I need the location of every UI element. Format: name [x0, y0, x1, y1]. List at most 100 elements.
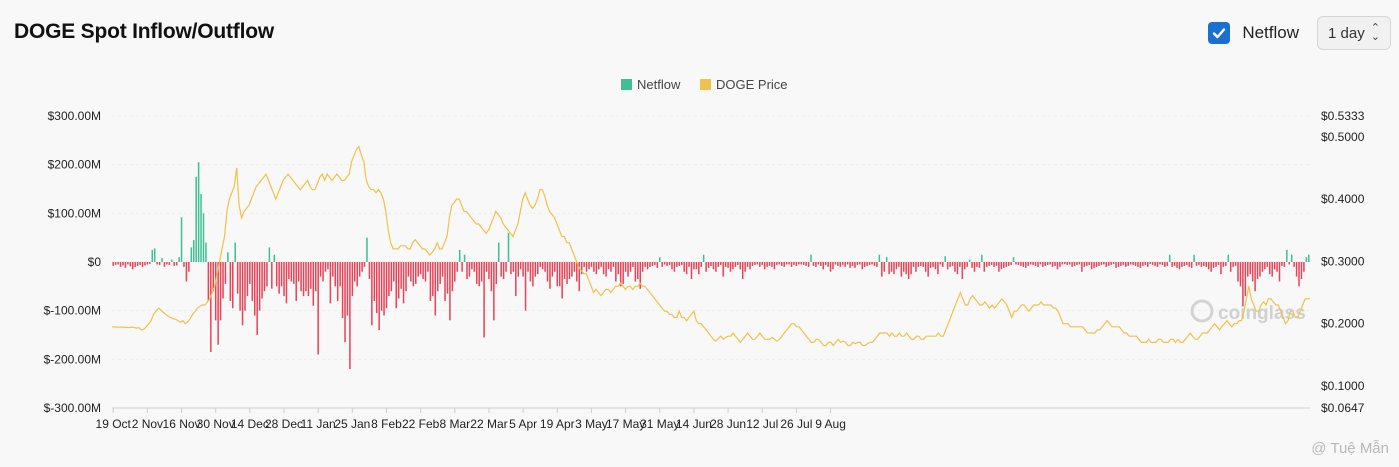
netflow-bar	[1215, 262, 1217, 267]
netflow-bar	[1005, 262, 1007, 267]
netflow-bar	[1188, 262, 1190, 267]
netflow-bar	[776, 262, 778, 265]
netflow-bar	[1059, 262, 1061, 267]
credit-watermark: @ Tuệ Mẫn	[1311, 440, 1389, 457]
netflow-bar	[966, 262, 968, 267]
netflow-bar	[656, 262, 659, 268]
netflow-bar	[619, 262, 622, 287]
netflow-bar	[702, 254, 705, 262]
y-axis-left: $300.00M $200.00M $100.00M $0 $-100.00M $-200…	[44, 109, 102, 415]
x-tick-label: 19 Oct	[96, 417, 132, 431]
netflow-bar	[629, 262, 632, 272]
netflow-bar	[885, 257, 888, 262]
netflow-checkbox-label[interactable]: Netflow	[1242, 23, 1299, 42]
x-tick-label: 9 Aug	[815, 417, 846, 431]
netflow-bar	[834, 262, 837, 265]
netflow-bar	[232, 262, 234, 309]
netflow-bar	[368, 262, 371, 280]
y-left-tick-label: $0	[88, 255, 102, 269]
netflow-bar	[798, 262, 800, 265]
netflow-bar	[493, 262, 495, 321]
netflow-bar	[1271, 262, 1273, 277]
netflow-bar	[290, 262, 293, 282]
netflow-bar	[800, 262, 803, 265]
netflow-bar	[251, 262, 254, 301]
netflow-bar	[219, 262, 222, 321]
y-left-tick-label: $-200.00M	[44, 352, 101, 366]
netflow-bar	[180, 217, 183, 262]
coinglass-watermark-text: coinglass	[1218, 303, 1306, 324]
netflow-bar	[590, 262, 593, 267]
netflow-bar	[561, 262, 563, 299]
netflow-bar	[541, 262, 544, 270]
netflow-bar	[519, 262, 522, 270]
netflow-bar	[197, 162, 200, 262]
x-tick-label: 8 Feb	[371, 417, 402, 431]
y-right-tick-label: $0.4000	[1321, 192, 1365, 206]
netflow-bar	[1303, 262, 1305, 272]
netflow-bar	[727, 262, 729, 268]
netflow-bar	[293, 262, 295, 284]
netflow-bar	[188, 262, 190, 272]
netflow-bar	[380, 262, 383, 311]
netflow-bar	[385, 262, 388, 309]
netflow-bar	[1003, 262, 1005, 268]
netflow-bar	[444, 262, 446, 301]
netflow-bar	[1251, 262, 1254, 282]
netflow-bar	[224, 262, 227, 284]
netflow-bar	[395, 262, 398, 309]
netflow-bar	[1039, 262, 1042, 265]
netflow-bar	[1176, 262, 1178, 268]
netflow-bar	[1098, 262, 1100, 266]
netflow-bar	[390, 262, 393, 292]
netflow-bar	[1076, 262, 1078, 265]
x-tick-label: 11 Jan	[301, 417, 336, 431]
netflow-bar	[1200, 262, 1203, 267]
netflow-bar	[371, 262, 373, 326]
netflow-bar	[1142, 262, 1144, 266]
y-left-tick-label: $100.00M	[48, 206, 101, 220]
netflow-bar	[1276, 262, 1278, 272]
netflow-checkbox[interactable]	[1208, 22, 1231, 44]
netflow-bar	[310, 262, 312, 289]
netflow-bar	[356, 262, 358, 287]
netflow-bar	[527, 262, 529, 272]
netflow-bar	[605, 262, 607, 277]
netflow-bar	[458, 249, 461, 262]
netflow-bar	[295, 262, 297, 301]
interval-select[interactable]: 1 day ⌃ ⌄	[1317, 16, 1391, 50]
netflow-bar	[1051, 262, 1054, 267]
netflow-bar	[1171, 262, 1173, 267]
netflow-bar	[1000, 262, 1003, 270]
x-tick-label: 19 Apr	[540, 417, 575, 431]
netflow-bar	[854, 262, 856, 268]
netflow-bar	[490, 262, 493, 292]
netflow-bar	[773, 262, 776, 270]
netflow-bar	[297, 262, 300, 282]
netflow-bar	[407, 262, 410, 277]
netflow-bar	[778, 262, 781, 265]
netflow-bar	[861, 262, 864, 270]
y-right-tick-label: $0.1000	[1321, 379, 1365, 393]
netflow-bar	[210, 262, 212, 353]
netflow-bar	[471, 262, 473, 270]
netflow-bar	[641, 262, 644, 272]
netflow-bar	[1095, 262, 1098, 267]
netflow-bar	[515, 262, 517, 297]
chart-legend: Netflow DOGE Price	[621, 77, 788, 92]
netflow-bar	[1022, 262, 1025, 267]
netflow-bar	[312, 262, 315, 306]
netflow-bar	[261, 262, 263, 299]
netflow-bar	[153, 248, 156, 262]
netflow-bar	[171, 259, 173, 262]
netflow-bar	[278, 262, 280, 294]
netflow-bar	[571, 262, 573, 277]
netflow-bar	[1046, 262, 1049, 265]
netflow-bar	[1256, 262, 1259, 280]
netflow-bar	[1278, 262, 1281, 282]
netflow-bar	[419, 262, 422, 275]
netflow-bar	[1288, 262, 1291, 265]
netflow-bar	[427, 262, 429, 272]
netflow-bar	[993, 262, 995, 267]
